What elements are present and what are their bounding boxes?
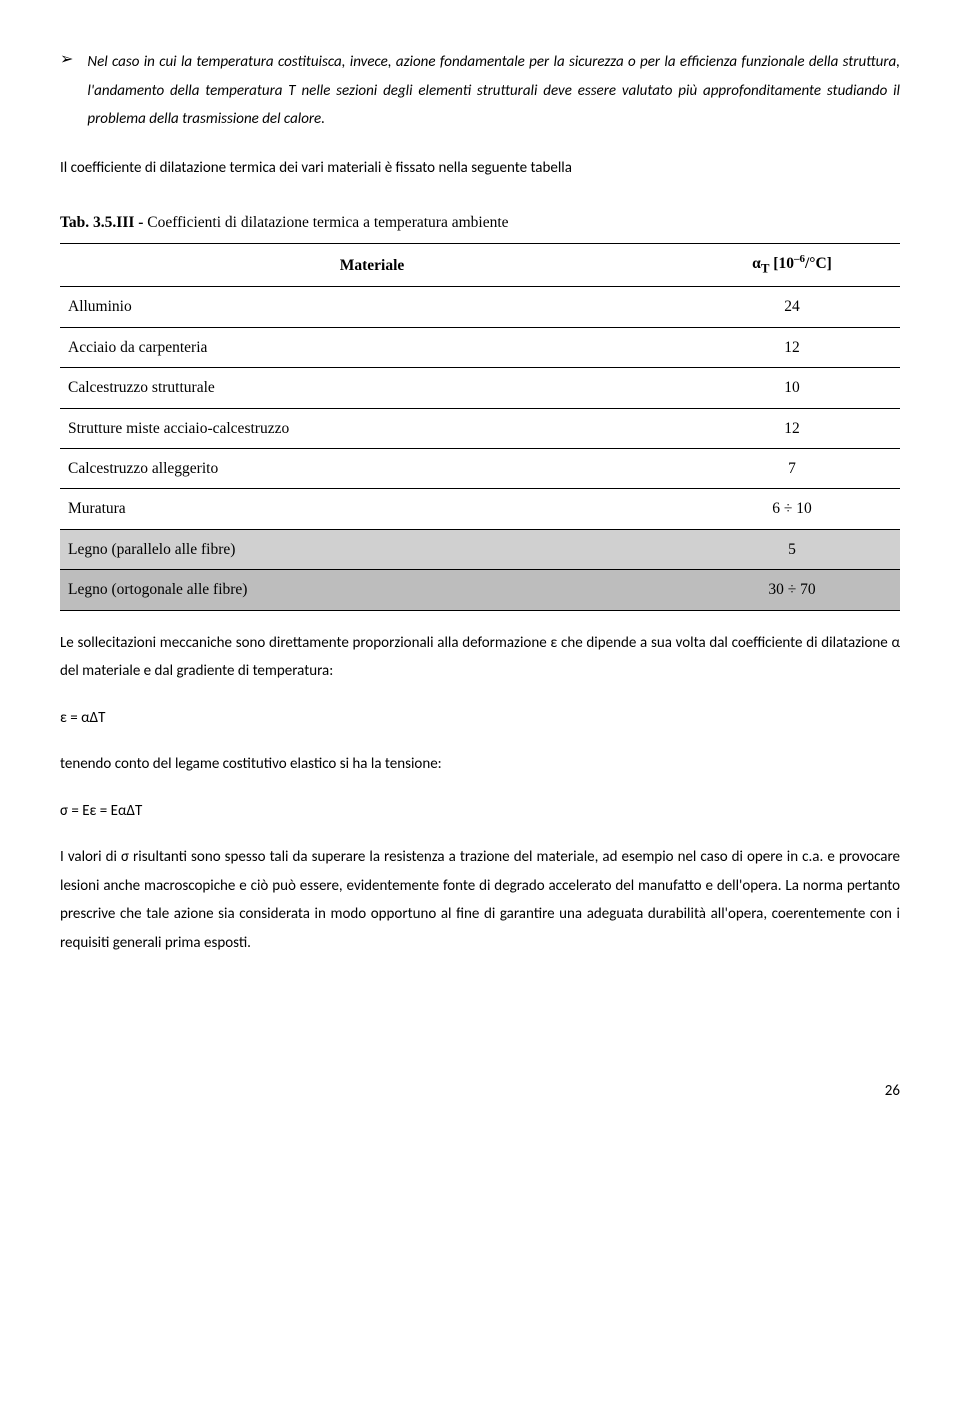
body-p2: tenendo conto del legame costitutivo ela… [60,750,900,779]
col2-unit-sup: –6 [794,253,805,265]
col2-unit-pre: [10 [769,256,794,273]
table-row: Calcestruzzo strutturale10 [60,368,900,408]
col2-header: αT [10–6/°C] [684,244,900,287]
body-p1: Le sollecitazioni meccaniche sono dirett… [60,629,900,686]
body-eq2: σ = Eε = EαΔT [60,797,900,826]
caption-rest: Coefficienti di dilatazione termica a te… [147,214,508,231]
material-cell: Acciaio da carpenteria [60,327,684,367]
material-cell: Legno (parallelo alle fibre) [60,529,684,569]
material-cell: Legno (ortogonale alle fibre) [60,570,684,610]
value-cell: 30 ÷ 70 [684,570,900,610]
value-cell: 12 [684,327,900,367]
material-cell: Muratura [60,489,684,529]
table-caption: Tab. 3.5.III - Coefficienti di dilatazio… [60,208,900,237]
value-cell: 24 [684,287,900,327]
page-number: 26 [60,1077,900,1106]
caption-bold: Tab. 3.5.III - [60,214,147,231]
value-cell: 12 [684,408,900,448]
value-cell: 5 [684,529,900,569]
value-cell: 6 ÷ 10 [684,489,900,529]
material-cell: Calcestruzzo alleggerito [60,448,684,488]
material-cell: Alluminio [60,287,684,327]
table-row: Acciaio da carpenteria12 [60,327,900,367]
intro-after-bullet: Il coefficiente di dilatazione termica d… [60,154,900,183]
col2-unit-post: /°C] [805,256,832,273]
material-cell: Calcestruzzo strutturale [60,368,684,408]
bullet-text: Nel caso in cui la temperatura costituis… [87,48,900,134]
col2-symbol: α [752,256,761,273]
table-row: Alluminio24 [60,287,900,327]
value-cell: 10 [684,368,900,408]
col1-header: Materiale [60,244,684,287]
bullet-block: ➢ Nel caso in cui la temperatura costitu… [60,48,900,134]
table-row: Calcestruzzo alleggerito7 [60,448,900,488]
materials-table: Materiale αT [10–6/°C] Alluminio24Acciai… [60,243,900,610]
table-row: Strutture miste acciaio-calcestruzzo12 [60,408,900,448]
body-p3: I valori di σ risultanti sono spesso tal… [60,843,900,957]
bullet-marker: ➢ [60,48,73,134]
table-row: Legno (ortogonale alle fibre)30 ÷ 70 [60,570,900,610]
value-cell: 7 [684,448,900,488]
table-row: Legno (parallelo alle fibre)5 [60,529,900,569]
body-eq1: ε = αΔT [60,704,900,733]
table-row: Muratura6 ÷ 10 [60,489,900,529]
material-cell: Strutture miste acciaio-calcestruzzo [60,408,684,448]
